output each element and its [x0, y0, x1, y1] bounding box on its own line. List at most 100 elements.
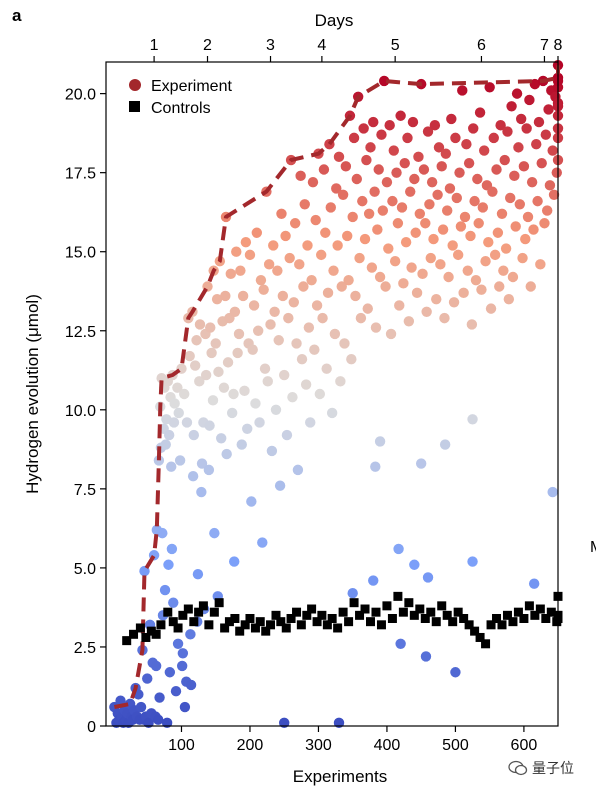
- experiment-point: [369, 186, 380, 197]
- experiment-point: [159, 584, 171, 596]
- experiment-point: [498, 265, 509, 276]
- experiment-point: [272, 265, 283, 276]
- experiment-point: [444, 183, 456, 194]
- experiment-point: [513, 142, 524, 153]
- experiment-point: [328, 265, 339, 276]
- experiment-point: [206, 347, 217, 359]
- experiment-point: [510, 221, 521, 232]
- experiment-point: [395, 110, 406, 121]
- watermark: 量子位: [508, 758, 574, 778]
- experiment-point: [188, 429, 200, 441]
- experiment-point: [173, 407, 184, 419]
- experiment-point: [163, 559, 174, 570]
- experiment-point: [473, 218, 484, 229]
- experiment-point: [265, 319, 276, 330]
- experiment-point: [439, 439, 451, 450]
- control-point: [204, 620, 214, 630]
- experiment-point: [280, 230, 291, 242]
- experiment-point: [160, 439, 171, 450]
- experiment-point: [196, 458, 208, 469]
- experiment-point: [276, 208, 287, 219]
- experiment-point: [354, 252, 365, 264]
- experiment-point: [150, 660, 162, 672]
- experiment-point: [409, 559, 420, 570]
- experiment-point: [383, 243, 394, 254]
- experiment-point: [398, 278, 409, 289]
- y-tick-label: 5.0: [74, 561, 96, 578]
- experiment-point: [502, 126, 513, 137]
- experiment-point: [358, 123, 369, 134]
- experiment-point: [320, 227, 331, 238]
- experiment-point: [469, 195, 480, 207]
- control-point: [183, 604, 193, 614]
- experiment-point: [306, 274, 317, 286]
- control-point: [307, 604, 317, 614]
- experiment-point: [169, 398, 180, 409]
- x-axis: 100 200 300 400 500 600: [168, 726, 537, 754]
- control-point: [344, 617, 354, 627]
- best-so-far-path: [114, 65, 560, 709]
- control-point: [530, 610, 540, 620]
- experiment-point: [347, 211, 358, 223]
- experiment-point: [476, 284, 487, 295]
- experiment-point: [337, 189, 349, 200]
- control-point: [220, 623, 230, 633]
- experiment-point: [299, 199, 310, 210]
- y-tick-label: 0: [87, 719, 96, 736]
- control-point: [178, 610, 188, 620]
- control-point: [168, 617, 178, 627]
- experiment-point: [246, 496, 257, 507]
- experiment-point: [216, 433, 227, 444]
- experiment-point: [294, 259, 305, 270]
- experiment-point: [455, 221, 467, 232]
- experiment-point: [268, 240, 279, 251]
- experiment-point: [289, 218, 301, 229]
- experiment-point: [257, 537, 268, 548]
- control-point: [459, 613, 469, 623]
- control-point: [404, 598, 414, 608]
- experiment-point: [296, 354, 308, 365]
- experiment-point: [477, 202, 489, 213]
- experiment-point: [446, 113, 457, 125]
- control-point: [271, 610, 281, 620]
- experiment-point: [454, 167, 465, 178]
- experiment-point: [231, 246, 242, 257]
- experiment-point: [474, 107, 486, 118]
- top-tick-label: 2: [203, 37, 212, 54]
- experiment-point: [551, 167, 562, 178]
- experiment-point: [533, 116, 545, 128]
- experiment-point: [270, 404, 282, 416]
- experiment-point: [359, 233, 371, 245]
- experiment-point: [351, 173, 363, 185]
- experiment-point: [274, 480, 286, 491]
- experiment-point: [310, 214, 321, 226]
- experiment-point: [480, 256, 491, 267]
- experiment-point: [428, 233, 439, 245]
- experiment-point: [432, 189, 443, 200]
- experiment-point: [339, 338, 350, 349]
- control-point: [245, 613, 255, 623]
- experiment-point: [343, 274, 354, 286]
- control-point: [508, 617, 518, 627]
- experiment-point: [163, 429, 175, 441]
- experiment-point: [228, 388, 239, 400]
- experiment-point: [448, 297, 460, 308]
- experiment-point: [385, 328, 397, 340]
- experiment-point: [187, 471, 199, 482]
- experiment-point: [526, 176, 538, 188]
- experiment-point: [485, 303, 497, 314]
- y-tick-label: 2.5: [74, 640, 96, 657]
- experiment-point: [139, 565, 150, 577]
- control-point: [519, 613, 529, 623]
- experiment-point: [543, 104, 554, 115]
- experiment-point: [350, 290, 361, 302]
- experiment-point: [521, 123, 532, 134]
- experiment-point: [204, 420, 215, 431]
- experiment-point: [535, 259, 546, 270]
- experiment-point: [374, 271, 386, 283]
- experiment-point: [357, 195, 368, 207]
- y-tick-label: 15.0: [65, 245, 96, 262]
- experiment-point: [321, 363, 332, 374]
- control-point: [415, 604, 425, 614]
- experiment-point: [335, 376, 346, 387]
